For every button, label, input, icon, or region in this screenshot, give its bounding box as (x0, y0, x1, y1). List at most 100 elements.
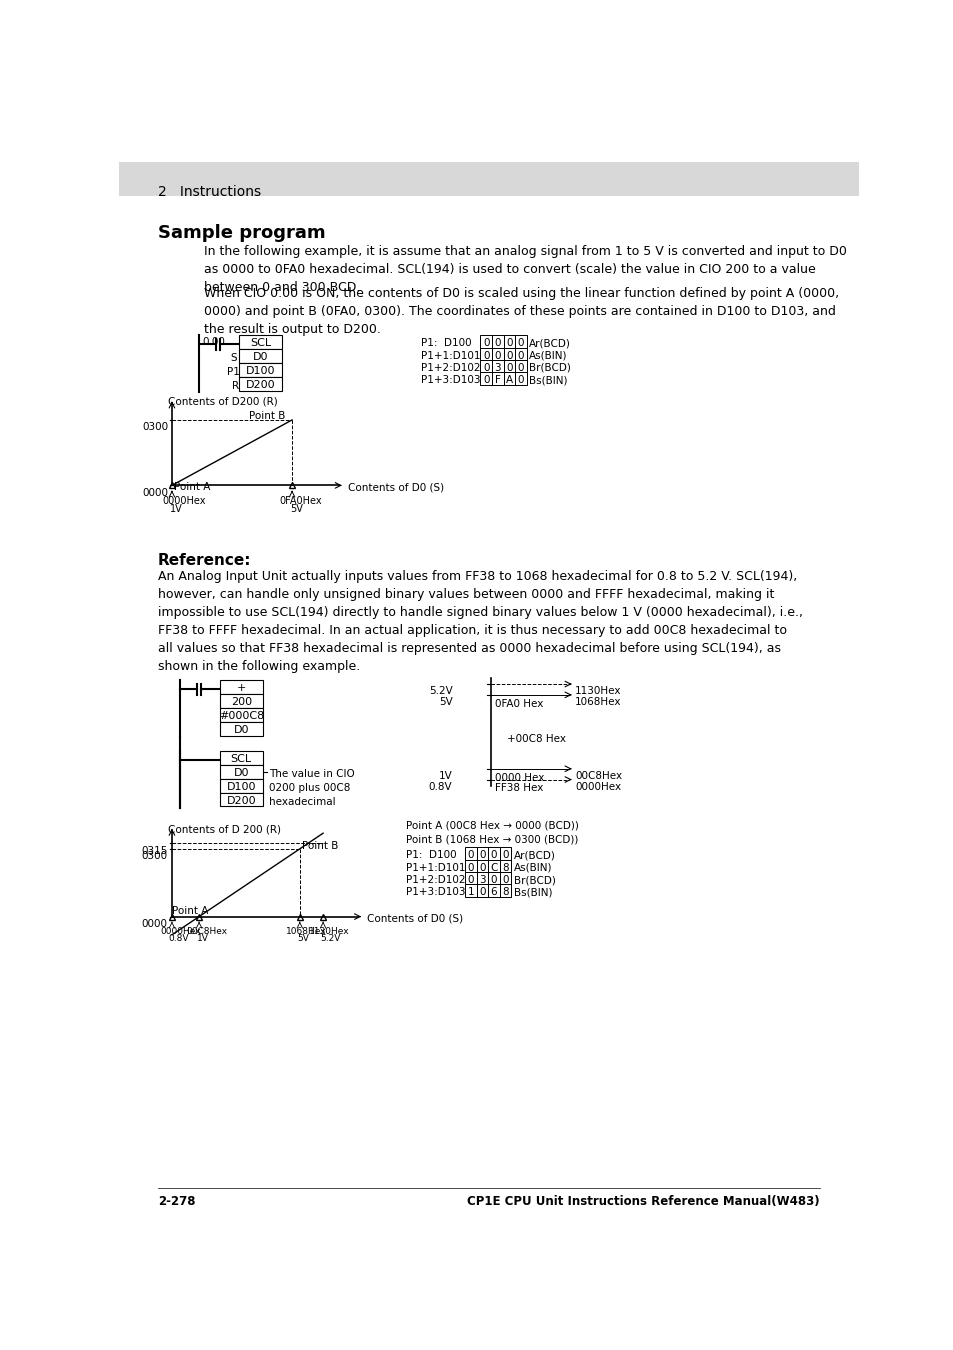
Text: 5V: 5V (290, 504, 302, 514)
Text: +00C8 Hex: +00C8 Hex (506, 734, 565, 744)
Text: 0: 0 (478, 863, 485, 872)
Text: 1V: 1V (196, 934, 209, 944)
Bar (480, 360, 492, 373)
Text: 0: 0 (506, 351, 512, 360)
Text: Contents of D 200 (R): Contents of D 200 (R) (168, 825, 281, 834)
Text: Contents of D0 (S): Contents of D0 (S) (367, 914, 463, 923)
Bar (239, 363, 282, 377)
Text: 0.8V: 0.8V (168, 934, 189, 944)
Text: 0: 0 (502, 875, 508, 886)
Text: 0: 0 (517, 339, 524, 348)
Text: P1+3:D103: P1+3:D103 (421, 375, 480, 385)
Text: P1:  D100: P1: D100 (421, 339, 472, 348)
Text: Br(BCD): Br(BCD) (529, 363, 571, 373)
Text: D0: D0 (253, 352, 268, 362)
Text: Point B: Point B (302, 841, 338, 850)
Bar (480, 347, 492, 360)
Bar (492, 360, 503, 373)
Bar (220, 694, 262, 707)
Text: 0FA0 Hex: 0FA0 Hex (495, 699, 543, 709)
Text: 200: 200 (231, 697, 252, 707)
Text: 0: 0 (482, 375, 489, 385)
Text: 0: 0 (467, 863, 474, 872)
Bar (239, 350, 282, 363)
Text: P1+1:D101: P1+1:D101 (421, 351, 480, 360)
Text: The value in CIO
0200 plus 00C8
hexadecimal: The value in CIO 0200 plus 00C8 hexadeci… (269, 768, 355, 807)
Text: D200: D200 (226, 795, 255, 806)
Text: 0.00: 0.00 (202, 336, 225, 347)
Bar (220, 680, 262, 694)
Text: 0FA0Hex: 0FA0Hex (279, 497, 322, 506)
Text: 6: 6 (490, 887, 497, 898)
Bar (119, 162, 858, 196)
Text: 00C8Hex: 00C8Hex (187, 926, 228, 936)
Bar (488, 872, 499, 884)
Bar (220, 751, 262, 765)
Text: 1130Hex: 1130Hex (309, 926, 350, 936)
Bar (476, 860, 488, 872)
Text: #000C8: #000C8 (218, 711, 264, 721)
Text: D0: D0 (233, 768, 249, 778)
Text: Reference:: Reference: (158, 554, 252, 568)
Bar (220, 765, 262, 779)
Text: 0: 0 (467, 850, 474, 860)
Text: +: + (236, 683, 246, 694)
Text: P1+2:D102: P1+2:D102 (421, 363, 480, 373)
Text: Point A: Point A (174, 482, 211, 493)
Bar (515, 347, 526, 360)
Text: F: F (495, 375, 500, 385)
Text: D100: D100 (246, 366, 275, 377)
Text: P1+1:D101: P1+1:D101 (406, 863, 465, 872)
Bar (220, 779, 262, 792)
Bar (464, 848, 476, 860)
Text: 0315: 0315 (141, 845, 167, 856)
Text: 0: 0 (494, 339, 500, 348)
Text: CP1E CPU Unit Instructions Reference Manual(W483): CP1E CPU Unit Instructions Reference Man… (467, 1195, 819, 1208)
Bar (503, 335, 515, 347)
Bar (480, 373, 492, 385)
Text: 0000 Hex: 0000 Hex (495, 772, 544, 783)
Text: 0: 0 (517, 375, 524, 385)
Text: Contents of D200 (R): Contents of D200 (R) (168, 397, 277, 406)
Bar (476, 848, 488, 860)
Text: C: C (490, 863, 497, 872)
Text: D200: D200 (246, 379, 275, 390)
Text: P1+3:D103: P1+3:D103 (406, 887, 465, 898)
Text: 0300: 0300 (142, 423, 169, 432)
Text: 0: 0 (478, 887, 485, 898)
Text: 1V: 1V (438, 771, 452, 782)
Bar (464, 872, 476, 884)
Text: 0: 0 (482, 339, 489, 348)
Bar (499, 872, 511, 884)
Text: 0000Hex: 0000Hex (162, 497, 206, 506)
Text: 1130Hex: 1130Hex (575, 686, 620, 697)
Bar (488, 884, 499, 896)
Text: 1: 1 (467, 887, 474, 898)
Text: 1068Hex: 1068Hex (286, 926, 326, 936)
Bar (499, 848, 511, 860)
Text: Bs(BIN): Bs(BIN) (529, 375, 567, 385)
Text: 2-278: 2-278 (158, 1195, 195, 1208)
Text: 2   Instructions: 2 Instructions (158, 185, 261, 198)
Text: Br(BCD): Br(BCD) (513, 875, 555, 886)
Text: 8: 8 (501, 863, 508, 872)
Text: A: A (505, 375, 513, 385)
Text: 5.2V: 5.2V (428, 686, 452, 697)
Text: 0000Hex: 0000Hex (160, 926, 201, 936)
Text: R: R (232, 381, 238, 390)
Text: 5.2V: 5.2V (320, 934, 341, 944)
Text: S: S (230, 352, 236, 363)
Text: Point A (00C8 Hex → 0000 (BCD))
Point B (1068 Hex → 0300 (BCD)): Point A (00C8 Hex → 0000 (BCD)) Point B … (406, 821, 578, 844)
Bar (464, 860, 476, 872)
Text: 0: 0 (490, 850, 497, 860)
Text: 0.8V: 0.8V (429, 782, 452, 792)
Bar (476, 872, 488, 884)
Text: As(BIN): As(BIN) (513, 863, 552, 872)
Text: 1V: 1V (170, 504, 182, 514)
Bar (239, 335, 282, 350)
Bar (220, 792, 262, 806)
Text: D100: D100 (226, 782, 255, 792)
Text: Contents of D0 (S): Contents of D0 (S) (348, 482, 443, 493)
Text: Point B: Point B (249, 410, 286, 421)
Text: Point A: Point A (172, 906, 208, 915)
